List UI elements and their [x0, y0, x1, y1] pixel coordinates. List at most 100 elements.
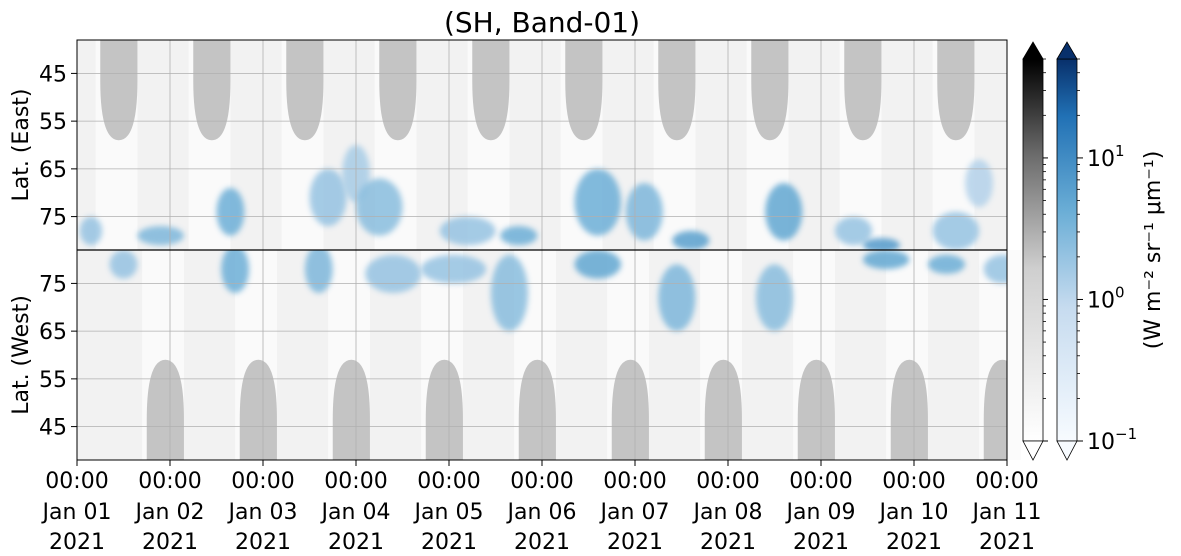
x-tick-label-time: 00:00	[603, 469, 666, 494]
daylight-block-west	[332, 359, 370, 460]
chart-title: (SH, Band-01)	[444, 6, 640, 39]
colorbar-blues-extend-top	[1056, 41, 1078, 60]
emission-blob	[500, 226, 538, 246]
emission-blob	[309, 168, 347, 227]
x-tick-label-year: 2021	[886, 530, 942, 555]
x-tick-label-time: 00:00	[231, 469, 294, 494]
daylight-block-west	[983, 359, 1007, 460]
y-tick-label: 75	[39, 206, 67, 231]
x-tick-label-date: Jan 03	[227, 500, 298, 525]
emission-blob	[625, 183, 663, 241]
emission-blob	[574, 168, 622, 236]
emission-blob	[862, 250, 910, 270]
y-axis-ticks: 45 55 65 75 75 65 55 45	[39, 62, 77, 441]
x-tick-label-year: 2021	[700, 530, 756, 555]
colorbar-tick-label: 10−1	[1087, 425, 1137, 455]
colorbar-greys	[1022, 41, 1044, 461]
daylight-block-west	[611, 359, 649, 460]
colorbar-ticks: 101 100 10−1	[1043, 58, 1137, 455]
y-axis-label-east: Lat. (East)	[9, 89, 34, 202]
emission-blob	[221, 250, 250, 293]
y-axis-label-west: Lat. (West)	[9, 295, 34, 415]
x-tick-label-time: 00:00	[975, 469, 1038, 494]
x-tick-label-date: Jan 02	[134, 500, 205, 525]
daylight-block-east	[565, 40, 603, 141]
emission-blob	[765, 183, 803, 241]
x-tick-label-date: Jan 09	[785, 500, 856, 525]
daylight-block-east	[937, 40, 975, 141]
x-tick-label-year: 2021	[49, 530, 105, 555]
colorbar-blues-extend-bottom	[1056, 440, 1078, 461]
x-axis-ticks: 00:00 Jan 01 2021 00:00 Jan 02 2021 00:00 Jan 0…	[41, 460, 1042, 555]
daylight-block-east	[286, 40, 324, 141]
emission-blob	[109, 250, 138, 279]
y-tick-label: 75	[39, 272, 67, 297]
emission-blob	[216, 187, 245, 236]
daylight-block-west	[239, 359, 277, 460]
emission-blob	[490, 254, 529, 332]
emission-blob	[932, 211, 980, 250]
x-tick-label-time: 00:00	[789, 469, 852, 494]
daylight-mask-layer	[100, 40, 1007, 460]
x-tick-label-year: 2021	[607, 530, 663, 555]
x-tick-label-time: 00:00	[510, 469, 573, 494]
emission-blob	[356, 178, 403, 236]
x-tick-label-time: 00:00	[882, 469, 945, 494]
daylight-block-west	[890, 359, 928, 460]
emission-blob	[304, 250, 333, 293]
daylight-block-east	[379, 40, 417, 141]
colorbar-greys-extend-bottom	[1022, 440, 1044, 461]
daylight-block-west	[146, 359, 184, 460]
daylight-block-west	[518, 359, 556, 460]
x-tick-label-date: Jan 08	[692, 500, 763, 525]
y-tick-label: 55	[39, 368, 67, 393]
emission-blob	[574, 250, 622, 279]
daylight-block-east	[193, 40, 231, 141]
daylight-block-east	[658, 40, 696, 141]
emission-blob	[983, 254, 1007, 284]
emission-blob	[755, 264, 794, 332]
colorbar-greys-extend-top	[1022, 41, 1044, 60]
y-tick-label: 55	[39, 110, 67, 135]
emission-blob	[439, 216, 496, 246]
emission-blob	[658, 264, 696, 332]
colorbar-tick-label: 101	[1087, 142, 1125, 172]
daylight-block-east	[100, 40, 138, 141]
x-tick-label-date: Jan 01	[41, 500, 112, 525]
x-tick-label-date: Jan 10	[878, 500, 949, 525]
colorbar-tick-label: 100	[1087, 283, 1125, 313]
x-tick-label-year: 2021	[793, 530, 849, 555]
emission-blob	[365, 254, 422, 293]
daylight-block-east	[844, 40, 882, 141]
x-tick-label-year: 2021	[514, 530, 570, 555]
x-tick-label-date: Jan 07	[599, 500, 670, 525]
y-tick-label: 45	[39, 416, 67, 441]
daylight-block-west	[797, 359, 835, 460]
x-tick-label-year: 2021	[421, 530, 477, 555]
x-tick-label-year: 2021	[328, 530, 384, 555]
y-tick-label: 65	[39, 158, 67, 183]
x-tick-label-time: 00:00	[696, 469, 759, 494]
x-tick-label-time: 00:00	[45, 469, 108, 494]
daylight-block-west	[425, 359, 463, 460]
emission-blob	[672, 230, 710, 250]
x-tick-label-time: 00:00	[417, 469, 480, 494]
emission-blob	[965, 159, 994, 208]
y-tick-label: 65	[39, 320, 67, 345]
daylight-block-east	[751, 40, 789, 141]
emission-blob	[834, 216, 873, 246]
x-tick-label-time: 00:00	[138, 469, 201, 494]
x-tick-label-date: Jan 06	[506, 500, 577, 525]
emission-blob	[79, 216, 103, 246]
emission-blob	[137, 226, 184, 246]
emission-blob	[421, 254, 487, 284]
emission-blob	[862, 238, 901, 250]
y-tick-label: 45	[39, 62, 67, 87]
x-tick-label-date: Jan 04	[320, 500, 391, 525]
x-tick-label-date: Jan 05	[413, 500, 484, 525]
x-tick-label-date: Jan 11	[971, 500, 1042, 525]
x-tick-label-year: 2021	[979, 530, 1035, 555]
colorbar-label: (W m⁻² sr⁻¹ μm⁻¹)	[1141, 151, 1166, 350]
x-tick-label-year: 2021	[235, 530, 291, 555]
